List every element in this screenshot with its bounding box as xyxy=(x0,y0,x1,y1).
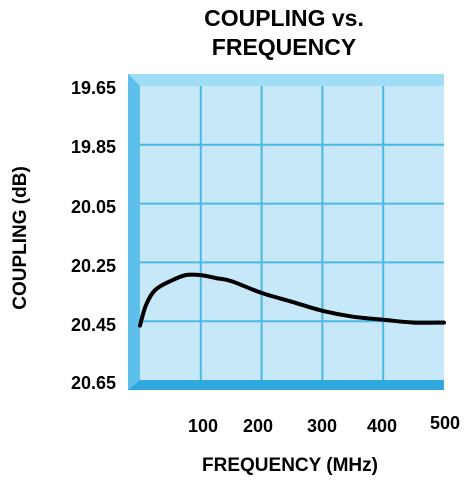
x-tick-labels: 100 200 300 400 500 xyxy=(188,413,460,436)
y-tick-label: 20.45 xyxy=(71,315,116,335)
y-tick-label: 19.85 xyxy=(71,137,116,157)
frame-bevel-left xyxy=(128,74,140,390)
y-tick-labels: 19.65 19.85 20.05 20.25 20.45 20.65 xyxy=(71,78,116,393)
x-tick-label: 500 xyxy=(430,413,460,433)
x-tick-label: 200 xyxy=(243,416,273,436)
series-line-coupling xyxy=(138,272,446,328)
frame-bevel-top xyxy=(128,74,444,86)
chart-title-line1: COUPLING vs. xyxy=(204,5,364,31)
frame-bevel-bottom xyxy=(128,380,444,390)
chart-title-line2: FREQUENCY xyxy=(212,34,356,60)
plot-frame xyxy=(128,74,444,390)
y-tick-label: 20.05 xyxy=(71,197,116,217)
y-axis-label: COUPLING (dB) xyxy=(10,166,31,310)
x-axis-label: FREQUENCY (MHz) xyxy=(202,455,378,476)
x-tick-label: 300 xyxy=(307,416,337,436)
y-tick-label: 20.25 xyxy=(71,256,116,276)
plot-area xyxy=(140,86,444,380)
x-tick-label: 400 xyxy=(367,416,397,436)
y-tick-label: 20.65 xyxy=(71,373,116,393)
y-tick-label: 19.65 xyxy=(71,78,116,98)
x-tick-label: 100 xyxy=(188,416,218,436)
grid-lines xyxy=(140,86,444,380)
